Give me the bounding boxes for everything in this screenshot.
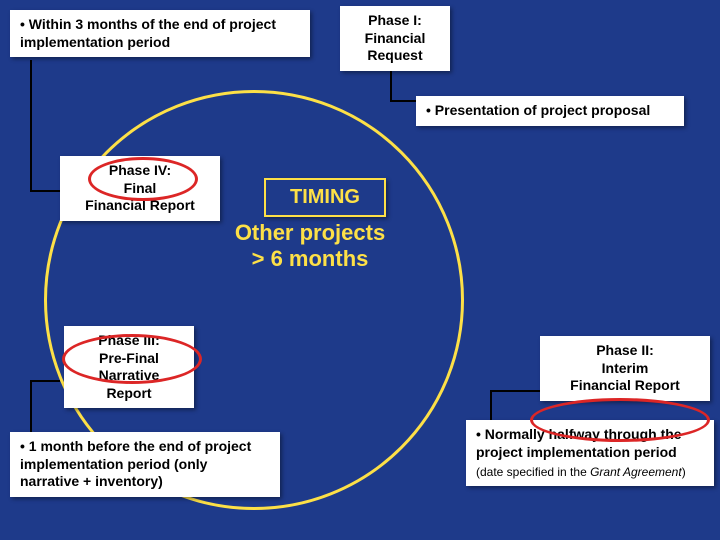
phase2-highlight xyxy=(530,398,710,442)
phase1-l1: Phase I: xyxy=(350,12,440,30)
phase2-note-prefix: (date specified in the xyxy=(476,465,590,479)
phase2-l3: Financial Report xyxy=(550,377,700,395)
phase1-l3: Request xyxy=(350,47,440,65)
phase2-l1: Phase II: xyxy=(550,342,700,360)
phase4-highlight xyxy=(88,157,198,201)
phase2-note: (date specified in the Grant Agreement) xyxy=(476,465,704,480)
phase3-bullet: • 1 month before the end of project impl… xyxy=(10,432,280,497)
phase4-bullet: • Within 3 months of the end of project … xyxy=(10,10,310,57)
center-l2: > 6 months xyxy=(200,246,420,272)
center-l1: Other projects xyxy=(200,220,420,246)
phase4-bullet-text: • Within 3 months of the end of project … xyxy=(20,16,276,50)
phase2-title: Phase II: Interim Financial Report xyxy=(540,336,710,401)
phase3-l4: Report xyxy=(74,385,184,403)
connector xyxy=(30,190,60,192)
phase1-title: Phase I: Financial Request xyxy=(340,6,450,71)
phase3-bullet-text: • 1 month before the end of project impl… xyxy=(20,438,251,489)
connector xyxy=(390,70,392,100)
phase3-highlight xyxy=(62,334,202,384)
phase2-note-suffix: ) xyxy=(682,465,686,479)
phase2-l2: Interim xyxy=(550,360,700,378)
phase1-bullet-text: • Presentation of project proposal xyxy=(426,102,650,118)
connector xyxy=(490,390,540,392)
center-text: Other projects > 6 months xyxy=(200,220,420,272)
phase1-l2: Financial xyxy=(350,30,440,48)
connector xyxy=(30,380,60,382)
phase1-bullet: • Presentation of project proposal xyxy=(416,96,684,126)
connector xyxy=(30,60,32,190)
timing-label: TIMING xyxy=(290,186,360,208)
phase2-note-italic: Grant Agreement xyxy=(590,465,682,479)
timing-box: TIMING xyxy=(264,178,386,217)
